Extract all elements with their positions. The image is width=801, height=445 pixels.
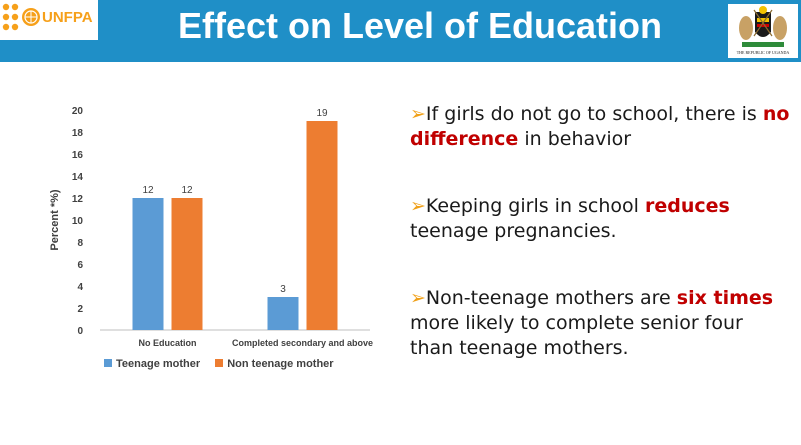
x-tick-label: No Education: [139, 338, 197, 348]
bullet-item: ➢Keeping girls in school reduces teenage…: [410, 194, 790, 244]
bullet-text: teenage pregnancies.: [410, 220, 617, 242]
chart-legend: Teenage mother Non teenage mother: [104, 358, 346, 372]
y-tick-label: 2: [77, 304, 83, 315]
y-tick-label: 10: [72, 216, 84, 227]
arrow-bullet-icon: ➢: [410, 287, 426, 309]
legend-item-teenage: Teenage mother: [104, 358, 200, 370]
y-tick-label: 14: [72, 172, 84, 183]
legend-swatch-teenage: [104, 359, 112, 367]
data-label: 3: [280, 284, 286, 295]
bullet-item: ➢If girls do not go to school, there is …: [410, 102, 790, 152]
y-tick-label: 18: [72, 128, 84, 139]
uganda-coat-of-arms: THE REPUBLIC OF UGANDA: [728, 4, 798, 58]
y-tick-label: 8: [77, 238, 83, 249]
legend-swatch-non-teenage: [215, 359, 224, 367]
bullet-highlight: no difference: [410, 103, 790, 150]
y-tick-label: 12: [72, 194, 84, 205]
bar: [267, 297, 299, 330]
bullet-text: more likely to complete senior four than…: [410, 312, 743, 359]
bullet-text: Keeping girls in school: [425, 195, 645, 217]
bullet-text: in behavior: [518, 128, 632, 150]
data-label: 12: [142, 185, 154, 196]
crest-caption: THE REPUBLIC OF UGANDA: [736, 50, 790, 55]
x-tick-label: Completed secondary and above: [232, 338, 373, 348]
legend-item-non-teenage: Non teenage mother: [215, 358, 334, 370]
y-tick-label: 0: [77, 326, 83, 337]
logo-dots-icon: [0, 0, 98, 40]
bullet-text: If girls do not go to school, there is: [425, 103, 763, 125]
y-tick-label: 16: [72, 150, 84, 161]
legend-label-teenage: Teenage mother: [116, 358, 201, 370]
page-title: Effect on Level of Education: [177, 5, 663, 46]
bar: [132, 198, 164, 330]
title-bar: UNFPA Effect on Level of Education THE R…: [0, 0, 801, 62]
chart-svg: 0 2 4 6 8 10 12 14 16 18 20 Percent *%) 12 12 No Educa…: [49, 106, 373, 348]
bullet-text: Non-teenage mothers are: [425, 287, 677, 309]
data-label: 12: [181, 185, 193, 196]
data-label: 19: [316, 108, 328, 119]
y-tick-label: 6: [77, 260, 83, 271]
bullet-item: ➢Non-teenage mothers are six times more …: [410, 286, 790, 361]
bar: [306, 121, 338, 330]
coat-of-arms-icon: [739, 6, 787, 47]
y-axis-label: Percent *%): [49, 189, 61, 250]
y-tick-label: 4: [77, 282, 83, 293]
unfpa-logo: UNFPA: [0, 0, 98, 40]
key-findings: ➢If girls do not go to school, there is …: [410, 102, 790, 403]
bullet-highlight: six times: [676, 287, 774, 309]
education-bar-chart: 0 2 4 6 8 10 12 14 16 18 20 Percent *%) 12 12 No Educa…: [40, 96, 380, 386]
bullet-highlight: reduces: [644, 195, 730, 217]
arrow-bullet-icon: ➢: [410, 103, 426, 125]
arrow-bullet-icon: ➢: [410, 195, 426, 217]
y-tick-label: 20: [72, 106, 84, 117]
logo-text: UNFPA: [42, 9, 93, 26]
legend-label-non-teenage: Non teenage mother: [227, 358, 334, 370]
bar: [171, 198, 203, 330]
